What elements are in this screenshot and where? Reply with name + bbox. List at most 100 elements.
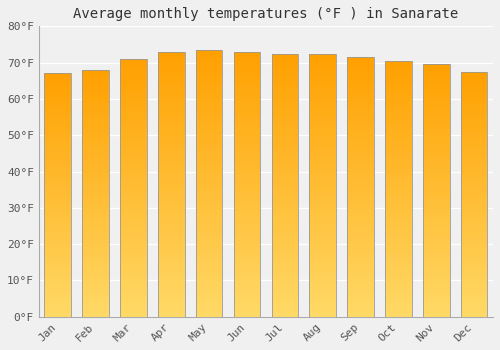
Bar [196, 308, 222, 312]
Bar [158, 299, 184, 303]
Bar [461, 194, 487, 198]
Bar [234, 109, 260, 113]
Bar [196, 192, 222, 197]
Bar [44, 215, 71, 219]
Bar [461, 137, 487, 141]
Bar [272, 203, 298, 207]
Bar [120, 278, 146, 282]
Bar [82, 255, 109, 259]
Bar [348, 152, 374, 157]
Bar [461, 198, 487, 202]
Bar [272, 137, 298, 141]
Bar [82, 226, 109, 230]
Bar [120, 59, 146, 317]
Bar [272, 225, 298, 229]
Bar [385, 197, 411, 202]
Bar [423, 208, 450, 212]
Bar [196, 130, 222, 134]
Bar [44, 260, 71, 264]
Bar [461, 88, 487, 92]
Bar [348, 239, 374, 243]
Bar [385, 78, 411, 82]
Bar [82, 132, 109, 136]
Bar [348, 247, 374, 252]
Bar [44, 106, 71, 110]
Bar [385, 253, 411, 257]
Bar [196, 201, 222, 205]
Bar [423, 266, 450, 271]
Bar [310, 238, 336, 242]
Bar [272, 133, 298, 137]
Bar [44, 118, 71, 122]
Bar [44, 110, 71, 114]
Bar [461, 72, 487, 317]
Bar [272, 295, 298, 299]
Bar [310, 97, 336, 102]
Bar [158, 136, 184, 140]
Bar [348, 209, 374, 213]
Bar [234, 65, 260, 69]
Bar [120, 111, 146, 115]
Bar [120, 179, 146, 184]
Bar [385, 69, 411, 73]
Bar [196, 117, 222, 121]
Bar [423, 237, 450, 241]
Bar [348, 187, 374, 191]
Bar [385, 133, 411, 138]
Bar [158, 127, 184, 131]
Bar [348, 256, 374, 260]
Bar [158, 78, 184, 83]
Bar [44, 86, 71, 90]
Bar [461, 231, 487, 235]
Bar [272, 220, 298, 225]
Bar [385, 227, 411, 231]
Bar [423, 102, 450, 106]
Bar [158, 264, 184, 268]
Bar [423, 115, 450, 119]
Bar [272, 282, 298, 286]
Bar [234, 206, 260, 211]
Bar [423, 229, 450, 233]
Bar [234, 118, 260, 122]
Bar [310, 76, 336, 80]
Bar [385, 193, 411, 197]
Bar [44, 94, 71, 98]
Bar [196, 277, 222, 281]
Bar [385, 291, 411, 295]
Bar [385, 142, 411, 146]
Bar [196, 215, 222, 219]
Bar [348, 282, 374, 287]
Bar [423, 296, 450, 300]
Bar [158, 193, 184, 197]
Bar [196, 272, 222, 277]
Bar [461, 215, 487, 219]
Bar [461, 158, 487, 162]
Bar [423, 304, 450, 308]
Bar [385, 146, 411, 150]
Bar [310, 89, 336, 93]
Bar [158, 131, 184, 136]
Bar [158, 184, 184, 189]
Bar [44, 268, 71, 272]
Bar [310, 163, 336, 168]
Bar [82, 197, 109, 202]
Bar [196, 85, 222, 90]
Bar [234, 87, 260, 91]
Bar [461, 133, 487, 137]
Bar [82, 263, 109, 267]
Bar [461, 84, 487, 88]
Bar [385, 300, 411, 304]
Bar [423, 195, 450, 199]
Bar [44, 187, 71, 191]
Bar [82, 140, 109, 144]
Bar [196, 312, 222, 317]
Bar [423, 94, 450, 98]
Bar [158, 259, 184, 264]
Bar [385, 206, 411, 210]
Bar [196, 286, 222, 290]
Bar [44, 224, 71, 228]
Bar [120, 128, 146, 132]
Bar [44, 114, 71, 118]
Bar [158, 87, 184, 91]
Bar [120, 239, 146, 244]
